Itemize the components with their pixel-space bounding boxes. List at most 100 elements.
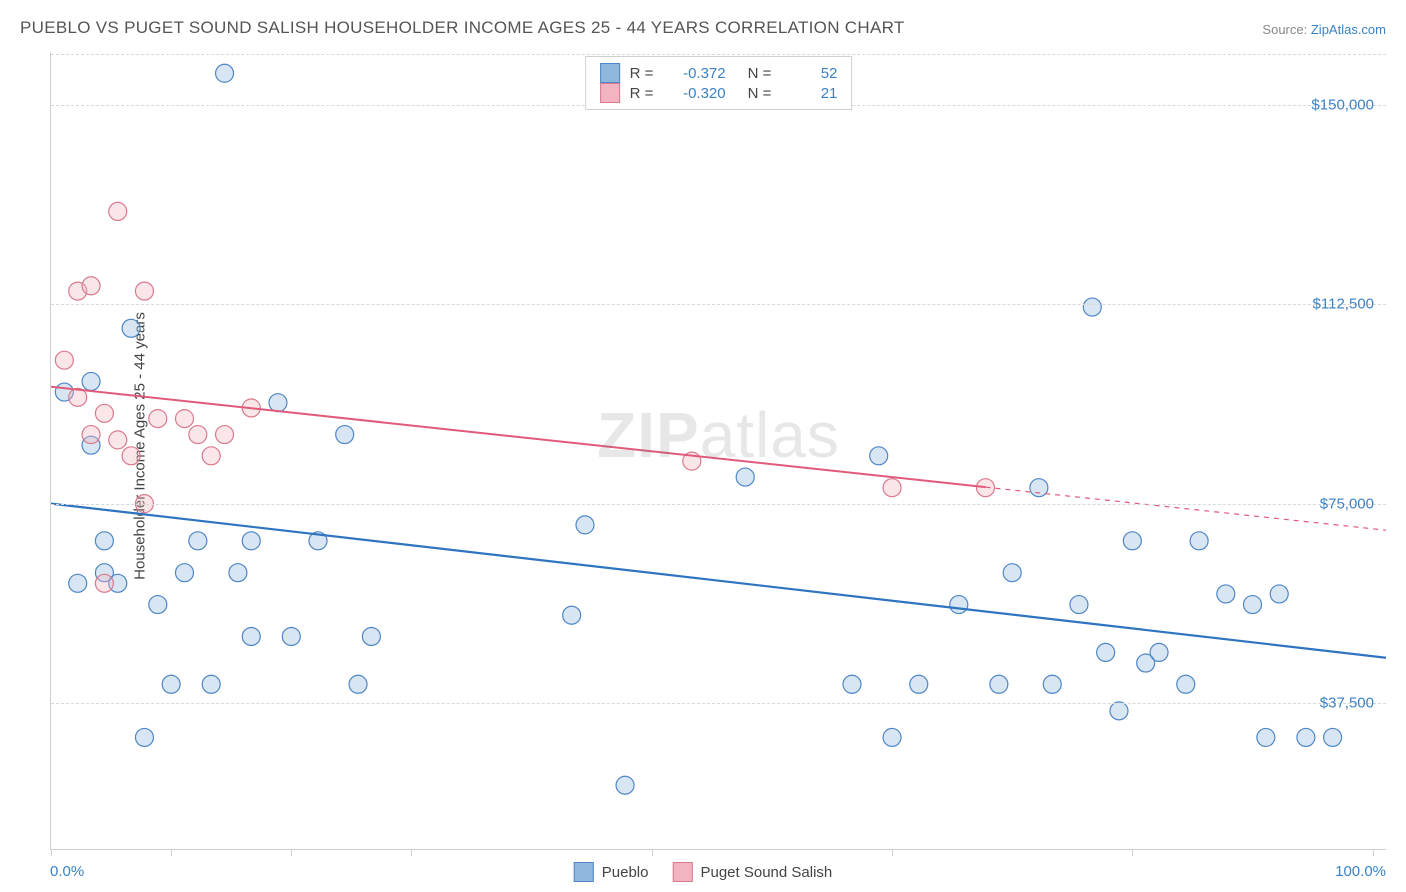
data-point	[69, 574, 87, 592]
data-point	[1043, 675, 1061, 693]
data-point	[135, 728, 153, 746]
x-tick	[892, 849, 893, 856]
series-1-label: Pueblo	[602, 864, 649, 881]
y-tick-label: $75,000	[1320, 495, 1374, 512]
r-label: R =	[630, 65, 660, 82]
gridline	[51, 504, 1386, 505]
n-label: N =	[748, 65, 772, 82]
data-point	[1297, 728, 1315, 746]
data-point	[870, 447, 888, 465]
n-label: N =	[748, 85, 772, 102]
data-point	[1217, 585, 1235, 603]
data-point	[202, 675, 220, 693]
data-point	[122, 447, 140, 465]
data-point	[82, 426, 100, 444]
r-label: R =	[630, 85, 660, 102]
data-point	[616, 776, 634, 794]
data-point	[736, 468, 754, 486]
source-link[interactable]: ZipAtlas.com	[1311, 22, 1386, 37]
data-point	[216, 426, 234, 444]
x-tick	[291, 849, 292, 856]
data-point	[216, 64, 234, 82]
data-point	[82, 372, 100, 390]
chart-title: PUEBLO VS PUGET SOUND SALISH HOUSEHOLDER…	[20, 18, 905, 38]
data-point	[176, 564, 194, 582]
r-value-2: -0.320	[670, 85, 726, 102]
gridline	[51, 304, 1386, 305]
data-point	[149, 596, 167, 614]
data-point	[1190, 532, 1208, 550]
swatch-series-1	[600, 63, 620, 83]
n-value-1: 52	[781, 65, 837, 82]
gridline	[51, 703, 1386, 704]
data-point	[883, 479, 901, 497]
series-2-label: Puget Sound Salish	[700, 864, 832, 881]
series-legend: Pueblo Puget Sound Salish	[574, 862, 832, 882]
swatch-series-2	[600, 83, 620, 103]
x-axis-min-label: 0.0%	[50, 863, 84, 880]
data-point	[1270, 585, 1288, 603]
data-point	[910, 675, 928, 693]
x-tick	[652, 849, 653, 856]
data-point	[122, 319, 140, 337]
x-tick	[171, 849, 172, 856]
data-point	[95, 574, 113, 592]
data-point	[1003, 564, 1021, 582]
data-point	[576, 516, 594, 534]
data-point	[843, 675, 861, 693]
data-point	[135, 282, 153, 300]
source-line: Source: ZipAtlas.com	[1262, 22, 1386, 37]
data-point	[162, 675, 180, 693]
data-point	[176, 410, 194, 428]
data-point	[269, 394, 287, 412]
swatch-series-2	[672, 862, 692, 882]
data-point	[1257, 728, 1275, 746]
data-point	[1123, 532, 1141, 550]
y-tick-label: $150,000	[1311, 97, 1374, 114]
data-point	[362, 627, 380, 645]
data-point	[1110, 702, 1128, 720]
chart-area: R = -0.372 N = 52 R = -0.320 N = 21 ZIPa…	[50, 52, 1386, 850]
data-point	[1097, 643, 1115, 661]
data-point	[189, 426, 207, 444]
data-point	[950, 596, 968, 614]
data-point	[95, 404, 113, 422]
data-point	[189, 532, 207, 550]
legend-item-2: Puget Sound Salish	[672, 862, 832, 882]
data-point	[242, 532, 260, 550]
y-tick-label: $112,500	[1313, 296, 1374, 313]
data-point	[1324, 728, 1342, 746]
data-point	[109, 431, 127, 449]
x-tick	[1373, 849, 1374, 856]
data-point	[1150, 643, 1168, 661]
swatch-series-1	[574, 862, 594, 882]
x-tick	[51, 849, 52, 856]
data-point	[563, 606, 581, 624]
legend-item-1: Pueblo	[574, 862, 649, 882]
source-label: Source:	[1262, 22, 1307, 37]
correlation-legend: R = -0.372 N = 52 R = -0.320 N = 21	[585, 56, 853, 110]
n-value-2: 21	[781, 85, 837, 102]
data-point	[349, 675, 367, 693]
data-point	[109, 202, 127, 220]
data-point	[336, 426, 354, 444]
legend-row-2: R = -0.320 N = 21	[600, 83, 838, 103]
data-point	[202, 447, 220, 465]
data-point	[1177, 675, 1195, 693]
data-point	[990, 675, 1008, 693]
data-point	[1070, 596, 1088, 614]
data-point	[883, 728, 901, 746]
legend-row-1: R = -0.372 N = 52	[600, 63, 838, 83]
y-tick-label: $37,500	[1320, 694, 1374, 711]
x-tick	[411, 849, 412, 856]
data-point	[95, 532, 113, 550]
gridline	[51, 54, 1386, 55]
data-point	[1244, 596, 1262, 614]
x-axis-max-label: 100.0%	[1335, 863, 1386, 880]
data-point	[282, 627, 300, 645]
data-point	[229, 564, 247, 582]
data-point	[82, 277, 100, 295]
data-point	[1083, 298, 1101, 316]
x-tick	[1132, 849, 1133, 856]
data-point	[242, 627, 260, 645]
